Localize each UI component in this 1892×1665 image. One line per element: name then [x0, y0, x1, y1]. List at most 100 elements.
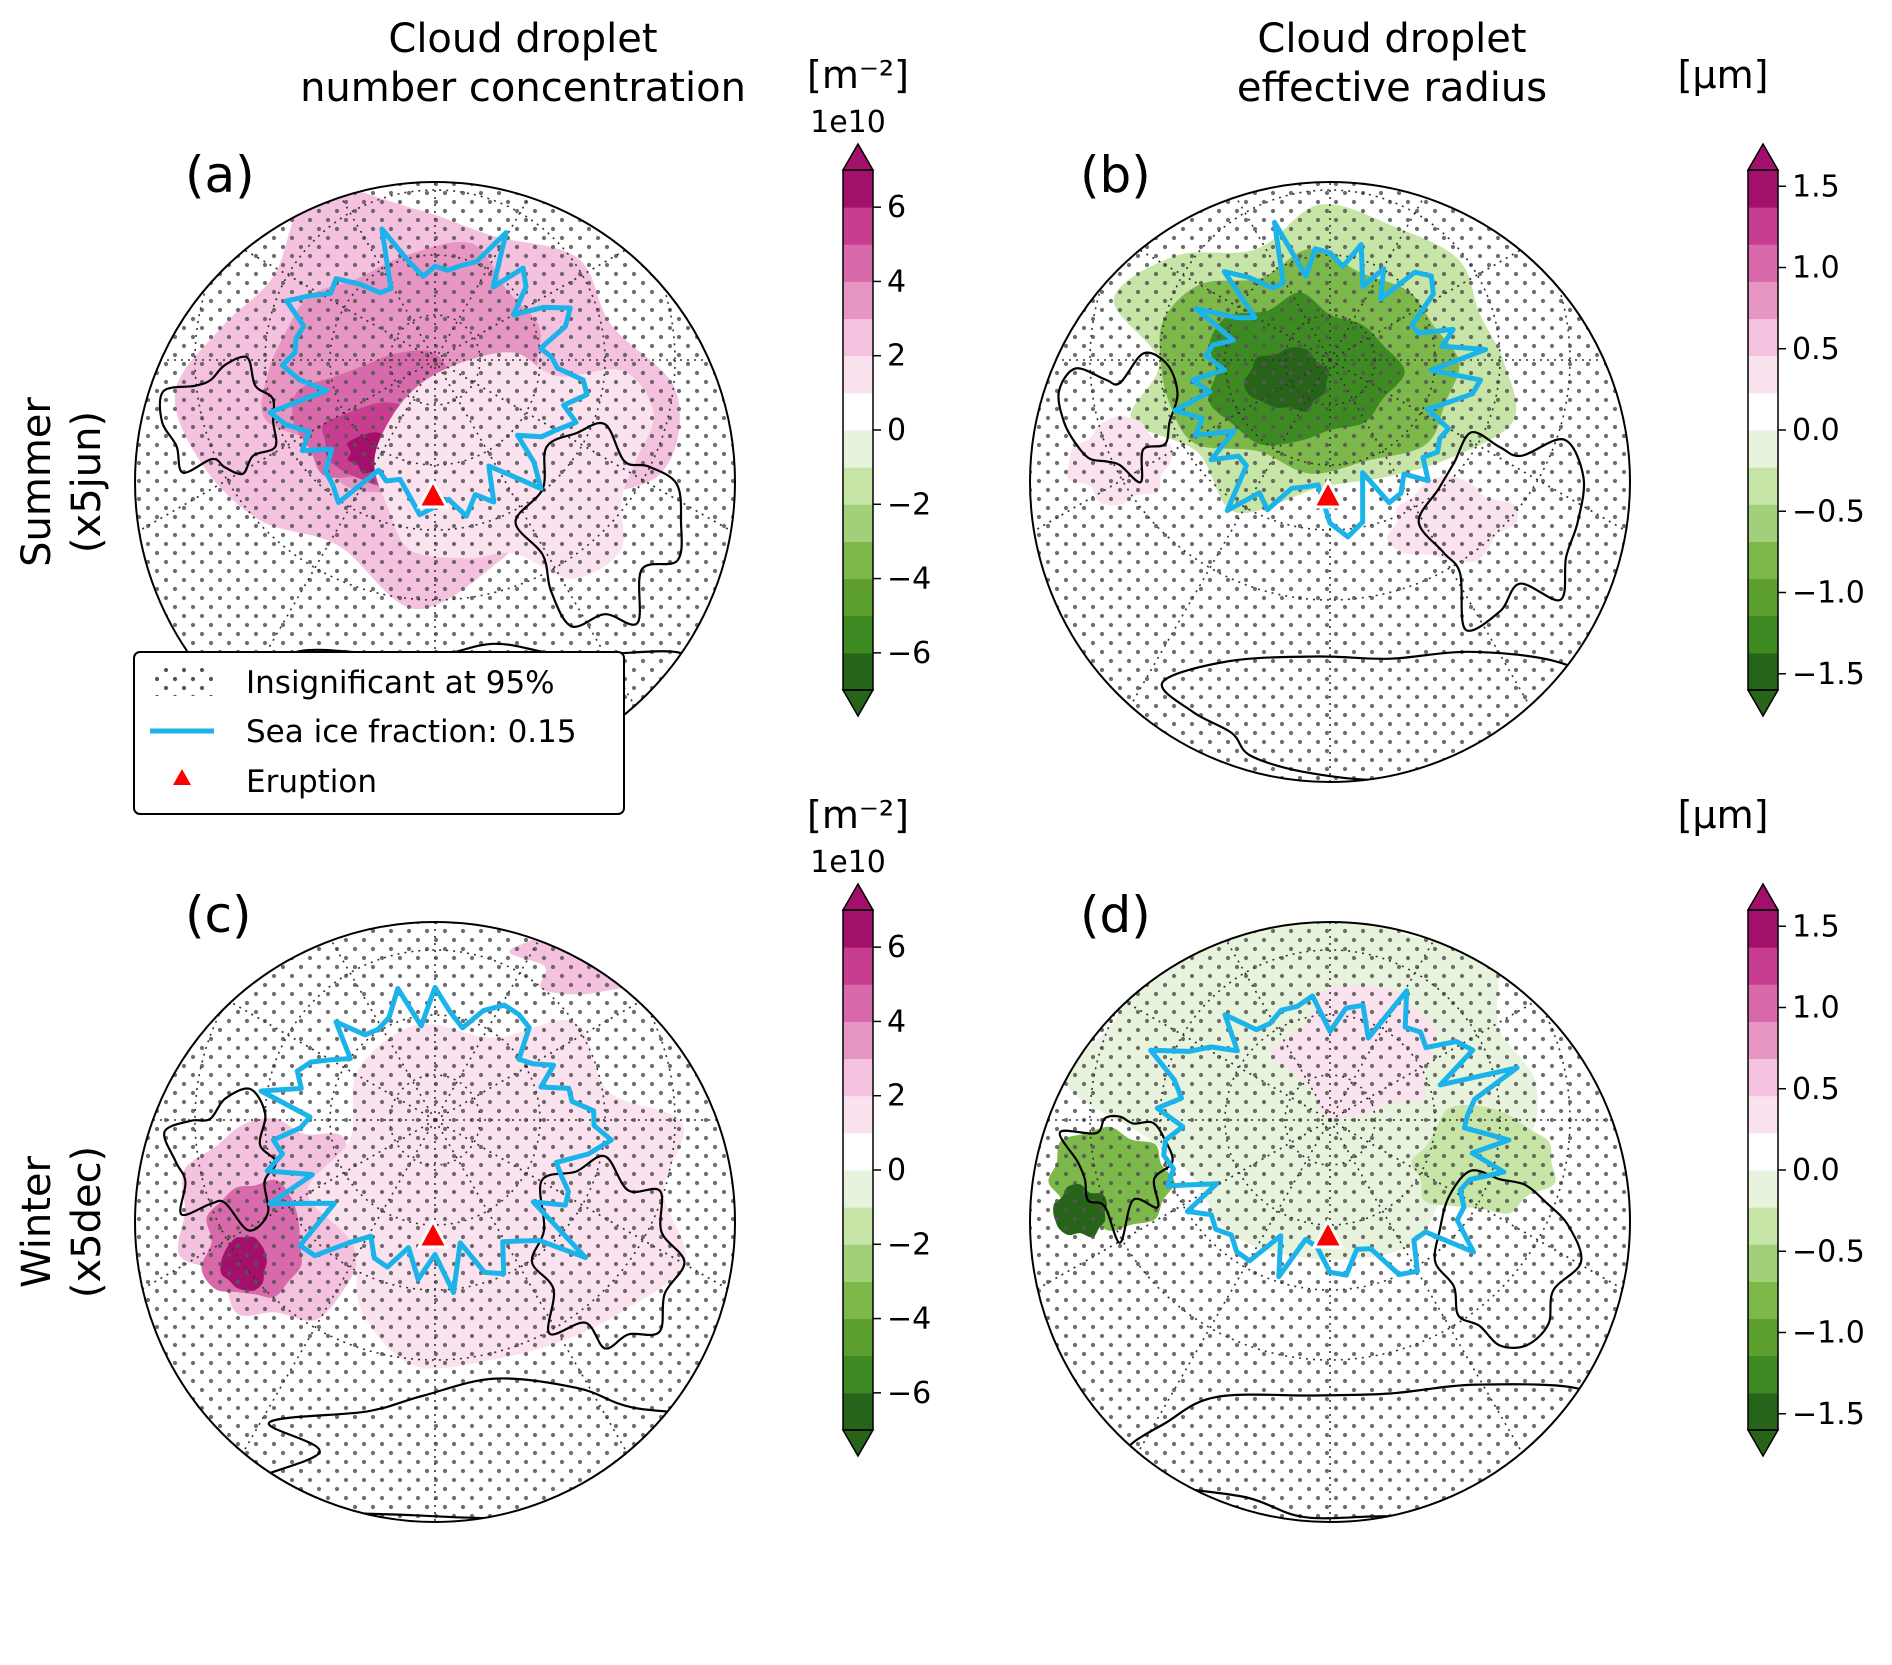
colorbar-bin [843, 910, 873, 948]
colorbar-tick-label: −6 [887, 1376, 931, 1411]
graticule-meridian [434, 359, 735, 661]
colorbar-bin [1748, 170, 1778, 208]
colorbar-extend-max [1746, 142, 1780, 171]
colorbar-bin [1748, 1318, 1778, 1357]
colorbar-bin [1748, 392, 1778, 431]
graticule-meridian [135, 922, 436, 1121]
colorbar-tick-label: 1.5 [1792, 169, 1840, 204]
legend-label-insignificant: Insignificant at 95% [246, 665, 555, 701]
graticule-meridian [1030, 1119, 1331, 1421]
panel-d: (d) 1.5 1.0 0.5 0.0 −0.5 −1.0 −1.5 [μm] [1029, 793, 1865, 1523]
colorbar-bin [843, 392, 873, 431]
eruption-marker [416, 477, 450, 509]
coastline [1433, 1169, 1583, 1349]
coastline [1417, 431, 1586, 632]
panel-c: (c) 6 4 2 0 −2 −4 −6 [m⁻²] 1e10 [134, 793, 931, 1523]
graticule-latitude [389, 1074, 481, 1166]
graticule-meridian [434, 182, 735, 361]
legend-box [133, 651, 625, 815]
map-border [1029, 921, 1631, 1523]
graticule-meridian [1030, 1119, 1331, 1522]
colorbar: 1.5 1.0 0.5 0.0 −0.5 −1.0 −1.5 [μm] [1678, 53, 1865, 718]
colorbar-tick-label: −1.0 [1792, 1316, 1865, 1351]
eruption-marker [1311, 1217, 1345, 1249]
colorbar-bin [843, 615, 873, 654]
graticule-meridian [1030, 922, 1331, 1121]
map-border [1029, 181, 1631, 783]
colorbar-bin [1748, 1207, 1778, 1245]
legend: Insignificant at 95% Sea ice fraction: 0… [133, 651, 625, 815]
legend-stipple-symbol [150, 668, 214, 696]
legend-label-eruption: Eruption [246, 764, 377, 800]
colorbar-bin [843, 1281, 873, 1320]
graticule-latitude [1284, 314, 1376, 406]
colorbar-bin [843, 1095, 873, 1134]
colorbar-bin [1748, 615, 1778, 654]
colorbar-bin [843, 281, 873, 320]
graticule-meridian [135, 922, 436, 1121]
colorbar-bin [843, 1058, 873, 1097]
colorbar-bin [843, 1021, 873, 1060]
colorbar-extend-min [841, 1429, 875, 1458]
graticule-meridian [1030, 182, 1331, 361]
colorbar-tick-label: 1.0 [1792, 251, 1840, 286]
colorbar-bin [1748, 910, 1778, 948]
colorbar-bin [843, 467, 873, 505]
colorbar-bin [1748, 318, 1778, 357]
graticule-latitude [1284, 1074, 1376, 1166]
graticule-meridian [135, 359, 436, 661]
colorbar-tick-label: −0.5 [1792, 494, 1865, 529]
colorbar-tick-label: −4 [887, 562, 931, 597]
graticule-meridian [135, 359, 436, 782]
colorbar-bin [843, 947, 873, 985]
colorbar-multiplier: 1e10 [810, 845, 886, 880]
colorbar-bin [843, 1170, 873, 1208]
colorbar-tick-label: 0 [887, 1153, 906, 1188]
colorbar-unit: [m⁻²] [807, 793, 909, 837]
colorbar-bin [1748, 1058, 1778, 1097]
colorbar-bin [1748, 504, 1778, 542]
graticule-meridian [1329, 359, 1630, 661]
colorbar-unit: [μm] [1678, 53, 1769, 97]
graticule-meridian [434, 1119, 735, 1522]
colorbar-bin [843, 318, 873, 357]
colorbar-unit: [m⁻²] [807, 53, 909, 97]
colorbar-bin [843, 244, 873, 282]
sea-ice-edge [258, 985, 614, 1295]
colorbar-bin [1748, 1281, 1778, 1320]
graticule-meridian [1329, 922, 1630, 1121]
colorbar-bin [1748, 244, 1778, 282]
colorbar-tick-label: 1.5 [1792, 909, 1840, 944]
colorbar-bin [1748, 541, 1778, 580]
colorbar-bin [1748, 578, 1778, 617]
graticule-meridian [1329, 1119, 1630, 1421]
row-title-winter-line-1: Winter [14, 1156, 60, 1288]
colorbar-bin [1748, 207, 1778, 245]
row-title-summer: Summer (x5jun) [14, 397, 110, 567]
colorbar-tick-label: 2 [887, 1079, 906, 1114]
coastline [158, 355, 278, 476]
colorbar-tick-label: −4 [887, 1302, 931, 1337]
colorbar-bin [1748, 1095, 1778, 1134]
colorbar-tick-label: 2 [887, 339, 906, 374]
panel-label: (c) [185, 886, 252, 944]
panel-label: (b) [1080, 146, 1151, 204]
colorbar-tick-label: 0.5 [1792, 332, 1840, 367]
colorbar-bin [843, 1244, 873, 1282]
graticule-meridian [1030, 359, 1331, 661]
colorbar-bin [843, 355, 873, 394]
eruption-marker [416, 1217, 450, 1249]
colorbar-tick-label: 0.0 [1792, 413, 1840, 448]
panel-label: (d) [1080, 886, 1151, 944]
map-border [134, 921, 736, 1523]
colorbar-bin [1748, 467, 1778, 505]
colorbar-tick-label: 0.5 [1792, 1072, 1840, 1107]
colorbar-bin [1748, 652, 1778, 691]
graticule-meridian [1329, 1119, 1630, 1522]
graticule-meridian [135, 182, 436, 361]
colorbar-bin [1748, 984, 1778, 1022]
panel-b: (b) 1.5 1.0 0.5 0.0 −0.5 −1.0 −1.5 [μm] [1029, 53, 1865, 783]
graticule-latitude [389, 314, 481, 406]
colorbar-unit: [μm] [1678, 793, 1769, 837]
colorbar-bin [843, 578, 873, 617]
